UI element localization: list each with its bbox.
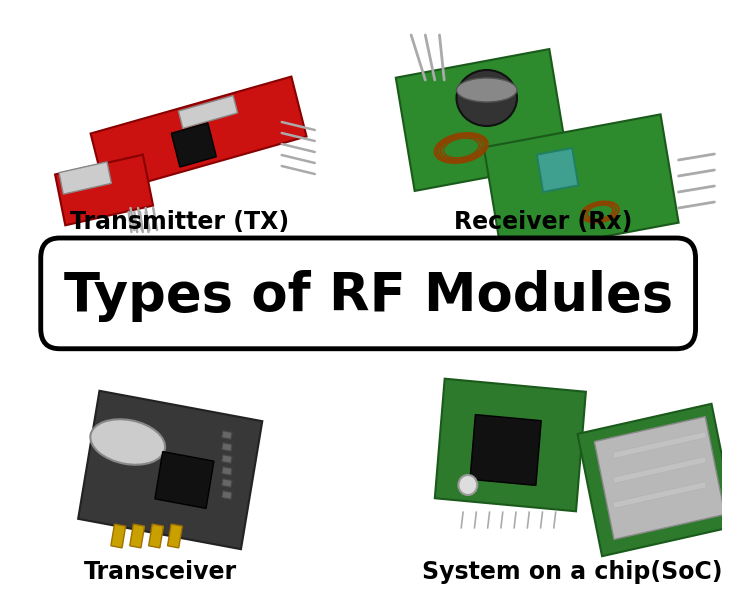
Bar	[484, 114, 679, 256]
Bar	[613, 457, 706, 483]
Text: Receiver (Rx): Receiver (Rx)	[454, 210, 633, 234]
Ellipse shape	[458, 475, 477, 495]
Bar	[222, 443, 232, 451]
Bar	[537, 148, 578, 192]
Bar	[435, 379, 586, 511]
Bar	[91, 77, 306, 193]
Bar	[222, 467, 232, 475]
Bar	[55, 155, 153, 225]
Text: Types of RF Modules: Types of RF Modules	[64, 270, 673, 322]
Bar	[222, 454, 232, 464]
Text: Transmitter (TX): Transmitter (TX)	[70, 210, 289, 234]
Bar	[613, 432, 706, 458]
Bar	[595, 417, 725, 539]
Text: System on a chip(SoC): System on a chip(SoC)	[422, 560, 722, 584]
Text: Transceiver: Transceiver	[84, 560, 237, 584]
Bar	[155, 451, 214, 508]
Bar	[148, 524, 163, 548]
Ellipse shape	[456, 70, 517, 126]
Bar	[178, 96, 237, 129]
Bar	[130, 524, 145, 548]
Bar	[222, 490, 232, 500]
FancyBboxPatch shape	[40, 238, 696, 349]
Ellipse shape	[456, 78, 517, 102]
Bar	[111, 524, 126, 548]
Bar	[78, 391, 262, 549]
Bar	[168, 524, 182, 548]
Ellipse shape	[91, 419, 165, 465]
Bar	[613, 482, 706, 508]
Bar	[395, 49, 568, 191]
Bar	[172, 123, 216, 167]
Bar	[470, 415, 542, 486]
Bar	[59, 162, 112, 194]
Bar	[222, 479, 232, 487]
Bar	[577, 404, 736, 556]
Bar	[222, 431, 232, 439]
